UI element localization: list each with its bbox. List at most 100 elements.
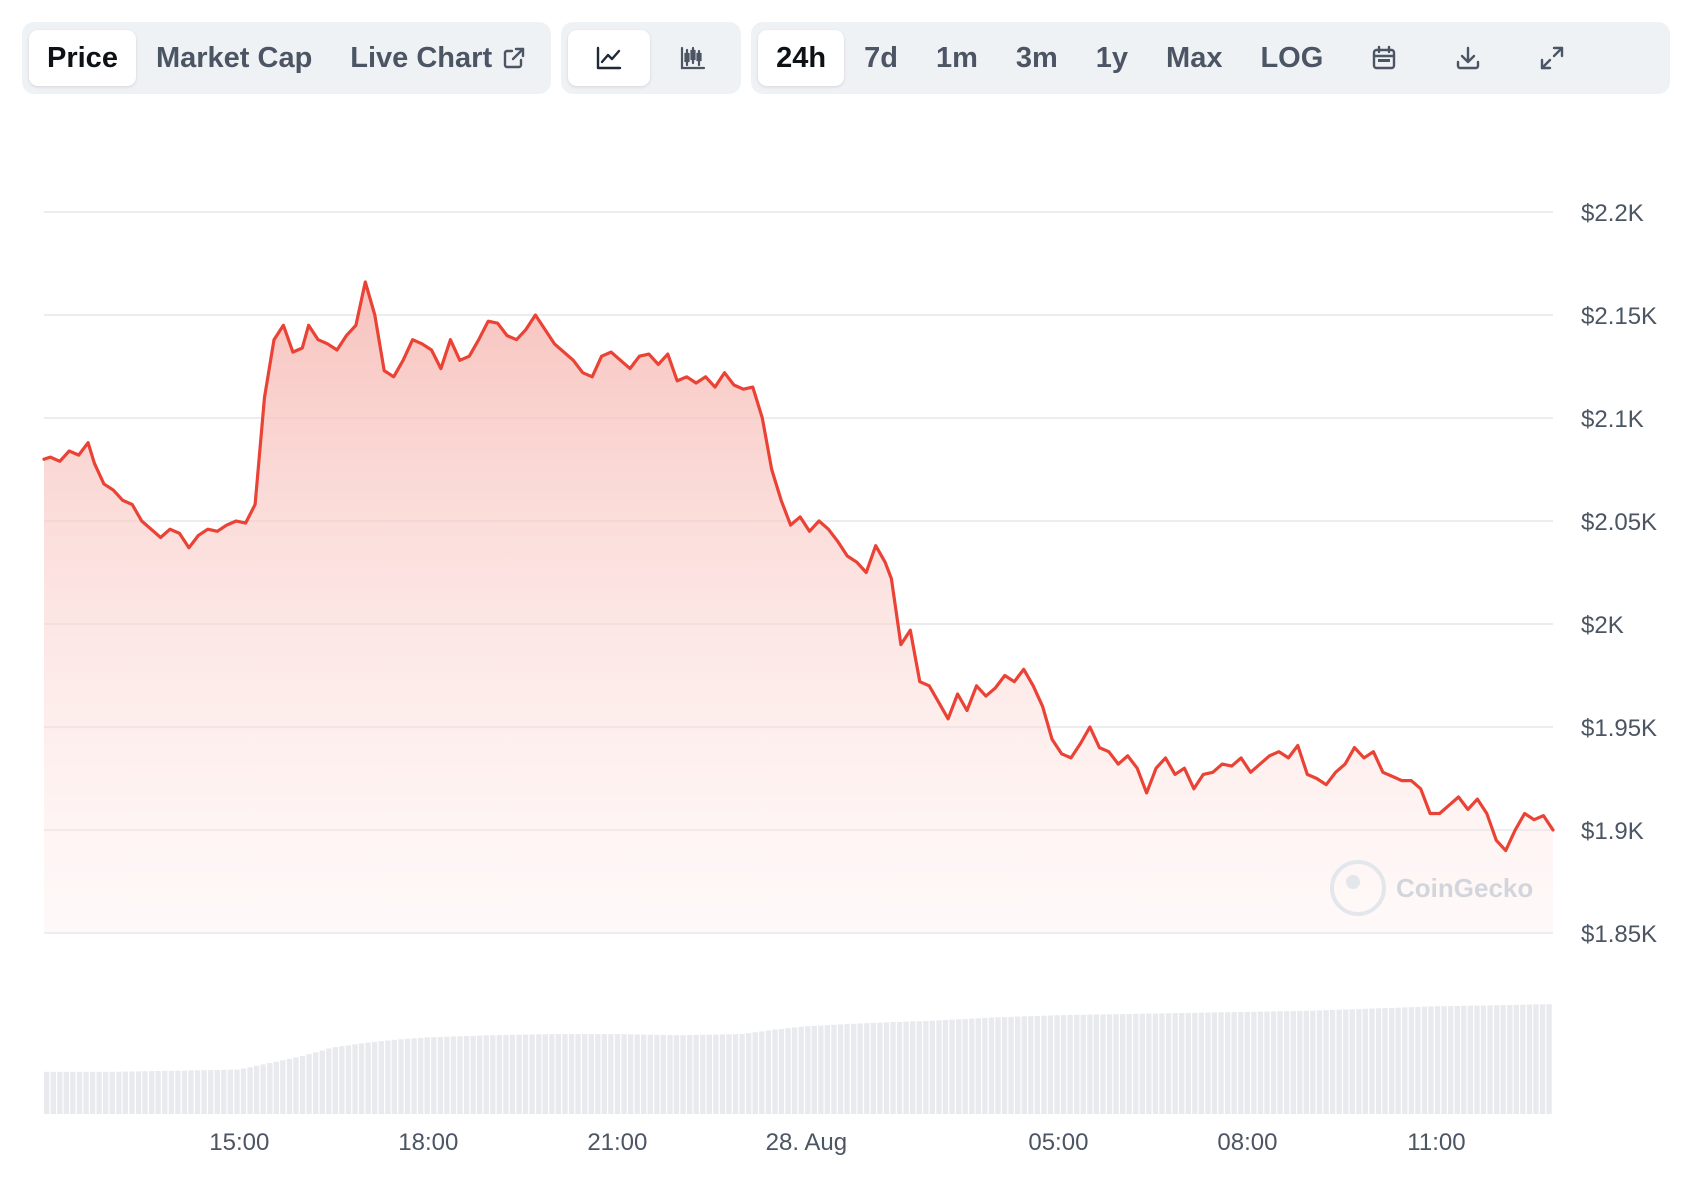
volume-bar [63,1071,70,1114]
price-area-fill [44,282,1553,933]
volume-bar [1165,1013,1172,1114]
volume-bar [398,1039,404,1114]
volume-bar [444,1036,450,1114]
x-tick-label: 15:00 [209,1129,269,1156]
line-chart-button[interactable] [568,30,651,86]
volume-bar [1231,1012,1237,1114]
volume-bar [555,1034,562,1114]
candlestick-chart-icon [681,46,706,70]
volume-bar [208,1070,214,1114]
y-tick-label: $1.9K [1581,818,1644,845]
volume-bar [562,1034,568,1114]
fullscreen-icon [1541,46,1564,70]
volume-bar [457,1036,463,1114]
volume-bar [549,1034,555,1114]
volume-bar [1303,1010,1310,1114]
range-max[interactable]: Max [1148,30,1240,86]
volume-bar [647,1034,653,1114]
volume-bar [214,1070,220,1114]
volume-bar [490,1035,496,1114]
volume-bar [805,1026,811,1114]
volume-bar [1310,1010,1316,1114]
volume-bar [135,1071,142,1114]
volume-bar [326,1048,332,1114]
volume-bar [89,1071,96,1114]
volume-bar [949,1019,955,1114]
fullscreen-button[interactable] [1511,30,1593,86]
volume-bar [149,1071,155,1114]
range-3m[interactable]: 3m [998,30,1076,86]
volume-bar [1015,1016,1021,1114]
volume-bar [44,1071,50,1114]
volume-bar [1120,1014,1126,1114]
external-link-icon [503,47,525,69]
volume-bar [844,1024,850,1114]
metric-tab-group: Price Market Cap Live Chart [22,22,552,94]
volume-bar [57,1071,63,1114]
volume-bar [759,1031,765,1114]
volume-bar [1297,1010,1303,1114]
volume-bar [1546,1004,1552,1114]
y-tick-label: $2.1K [1581,406,1644,433]
download-button[interactable] [1427,30,1509,86]
volume-bar [1336,1009,1342,1114]
volume-bar [962,1019,968,1114]
volume-bar [1100,1014,1106,1114]
x-tick-label: 05:00 [1028,1129,1088,1156]
volume-bar [798,1026,804,1114]
volume-bar [253,1065,260,1114]
volume-bar [76,1071,83,1114]
volume-bar [1028,1016,1034,1114]
volume-bar [1238,1012,1244,1114]
volume-bar [857,1023,863,1114]
calendar-icon [1373,45,1396,70]
volume-bar [463,1036,470,1114]
volume-bar [1146,1013,1152,1114]
volume-bar [575,1034,581,1114]
volume-bar [536,1034,542,1114]
volume-bar [667,1035,673,1114]
volume-bar [568,1034,575,1114]
volume-bar [680,1035,686,1114]
tab-price[interactable]: Price [29,30,136,86]
volume-bar [1080,1014,1086,1114]
volume-bar [1179,1013,1185,1114]
volume-bar [1507,1005,1513,1114]
coingecko-watermark: CoinGecko [1330,860,1533,916]
range-1y[interactable]: 1y [1078,30,1146,86]
volume-bar [194,1070,201,1114]
log-scale-toggle[interactable]: LOG [1242,30,1341,86]
range-1m[interactable]: 1m [918,30,996,86]
range-24h[interactable]: 24h [758,30,845,86]
volume-bar [673,1035,680,1114]
range-1y-label: 1y [1095,41,1129,74]
x-tick-label: 18:00 [398,1129,458,1156]
volume-bar [280,1060,286,1114]
volume-bar [883,1022,890,1114]
line-chart-icon [596,46,622,70]
volume-bar [1500,1005,1506,1114]
tab-market-cap-label: Market Cap [155,41,313,74]
tab-market-cap[interactable]: Market Cap [138,30,330,86]
volume-bar [345,1045,352,1114]
volume-bar [1185,1012,1191,1114]
range-7d[interactable]: 7d [846,30,916,86]
volume-bar [129,1071,135,1114]
volume-bar [437,1037,444,1114]
volume-bar [654,1034,660,1114]
candlestick-chart-button[interactable] [652,30,734,86]
volume-bar [385,1040,391,1114]
tab-live-chart[interactable]: Live Chart [332,30,544,86]
volume-bar [910,1021,916,1114]
download-icon [1457,46,1480,70]
volume-bar [870,1022,877,1114]
volume-bar [1434,1006,1441,1114]
volume-bar [621,1034,627,1114]
volume-bar [175,1070,181,1114]
volume-bar [306,1054,312,1114]
volume-bar [1126,1014,1132,1114]
y-tick-label: $1.85K [1581,921,1657,948]
volume-bar [96,1071,102,1114]
calendar-button[interactable] [1343,30,1425,86]
volume-bar [1290,1011,1296,1114]
